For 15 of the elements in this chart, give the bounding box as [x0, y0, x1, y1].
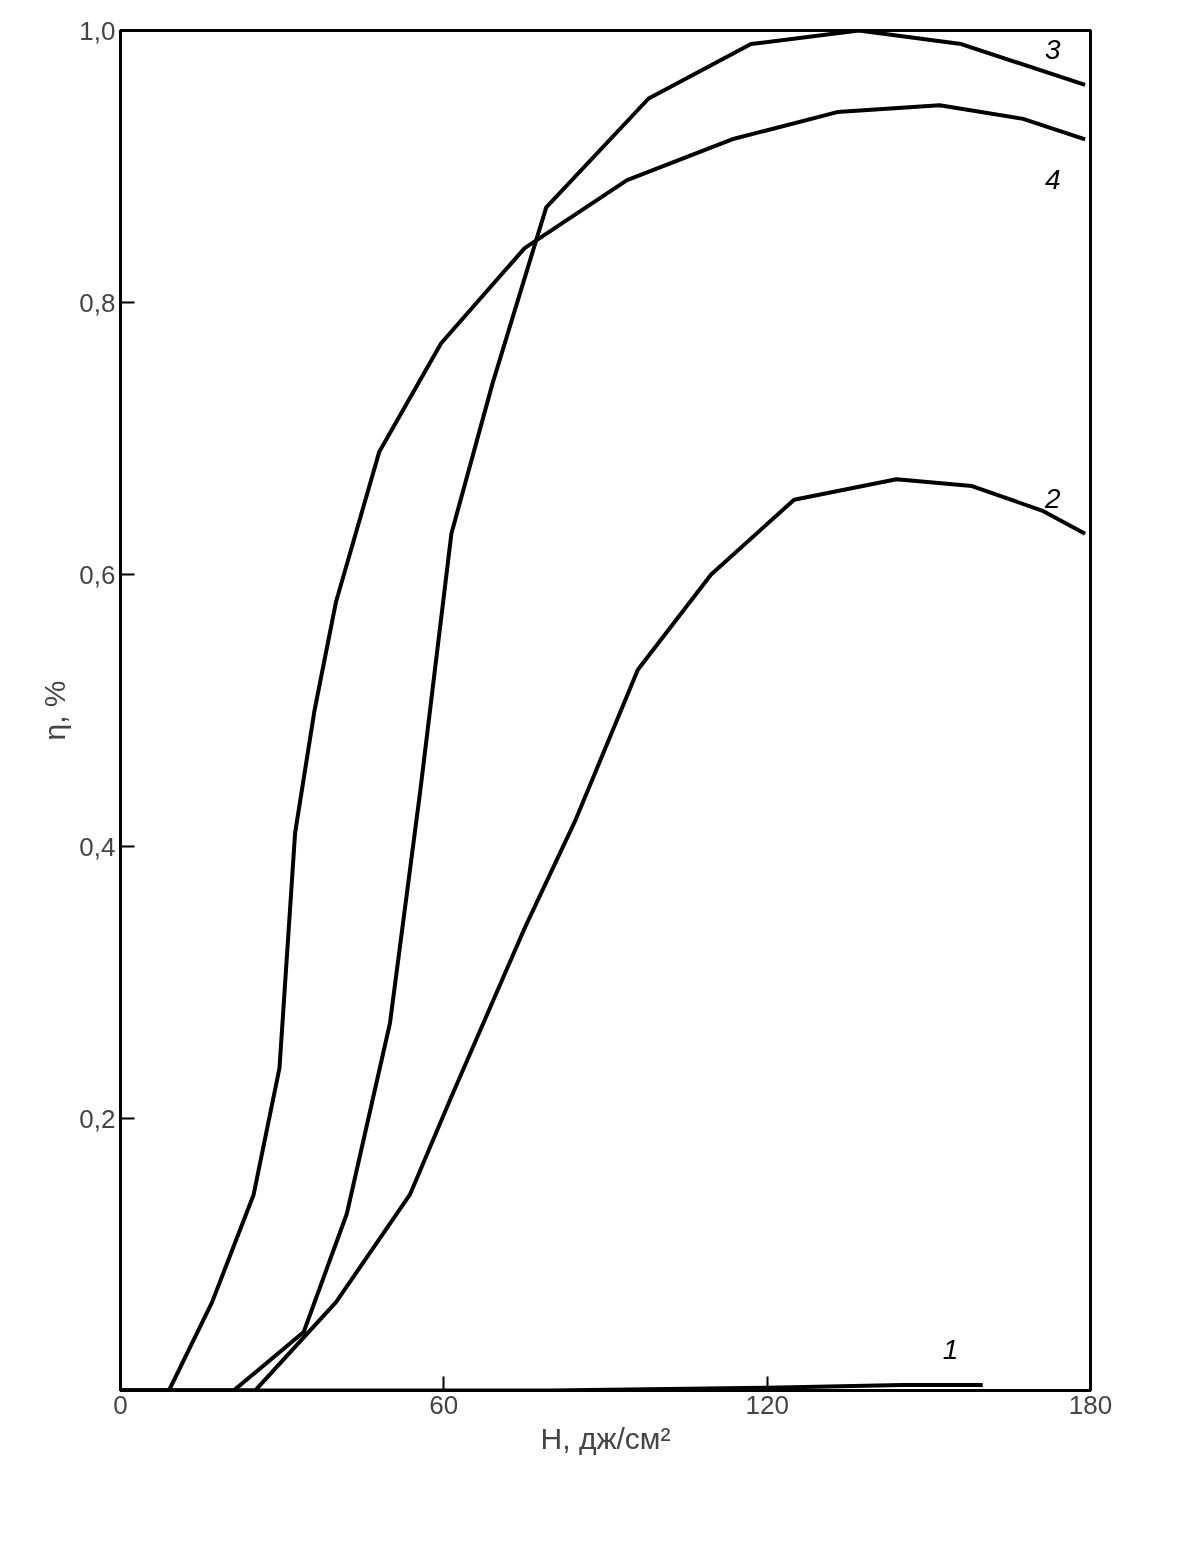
y-tick-label: 1,0: [79, 15, 116, 46]
x-tick-label: 180: [1068, 1389, 1113, 1420]
y-tick-label: 0,8: [79, 287, 116, 318]
x-tick-label: 60: [429, 1389, 459, 1420]
series-label: 4: [1045, 164, 1061, 196]
series-label: 1: [942, 1334, 959, 1366]
series-label: 3: [1045, 33, 1062, 65]
x-axis-title: H, дж/см²: [540, 1421, 671, 1455]
y-axis-title: η, %: [38, 680, 72, 741]
series-label: 2: [1044, 482, 1062, 514]
y-tick-label: 0,4: [79, 831, 116, 862]
x-tick-label: 0: [113, 1389, 128, 1420]
y-tick-label: 0,2: [79, 1103, 116, 1134]
x-tick-label: 120: [745, 1389, 789, 1420]
y-tick-label: 0,6: [79, 559, 116, 590]
